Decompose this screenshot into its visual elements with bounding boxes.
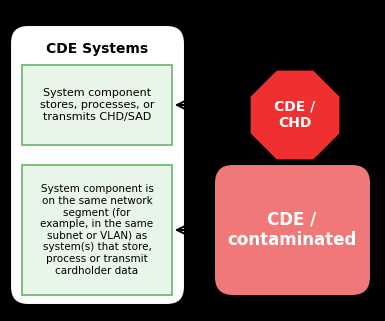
Text: CDE /
CHD: CDE / CHD: [275, 100, 316, 130]
Text: CDE /
contaminated: CDE / contaminated: [227, 211, 357, 249]
Text: CDE Systems: CDE Systems: [46, 42, 148, 56]
FancyBboxPatch shape: [10, 25, 185, 305]
Polygon shape: [251, 71, 339, 159]
Text: System component is
on the same network
segment (for
example, in the same
subnet: System component is on the same network …: [40, 184, 154, 276]
Text: System component
stores, processes, or
transmits CHD/SAD: System component stores, processes, or t…: [40, 88, 154, 122]
FancyBboxPatch shape: [215, 165, 370, 295]
FancyBboxPatch shape: [22, 65, 172, 145]
FancyBboxPatch shape: [22, 165, 172, 295]
